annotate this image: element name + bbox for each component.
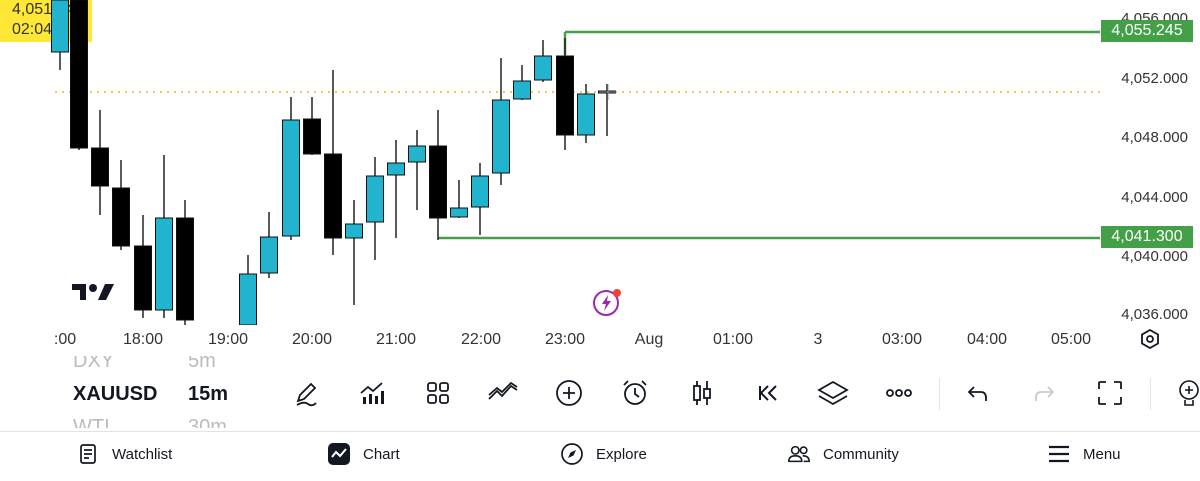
bullish-candle bbox=[345, 223, 363, 239]
bearish-candle bbox=[176, 217, 194, 321]
time-tick-label: 20:00 bbox=[291, 331, 333, 348]
nav-menu[interactable]: Menu bbox=[1047, 442, 1121, 466]
ideas-bulb-icon[interactable] bbox=[1170, 376, 1200, 410]
replay-icon[interactable] bbox=[751, 376, 785, 410]
time-tick-label: 04:00 bbox=[966, 331, 1008, 348]
toolbar-divider bbox=[1150, 378, 1151, 410]
symbol-name: XAUUSD bbox=[73, 383, 158, 405]
bullish-candle bbox=[239, 273, 257, 325]
symbol-interval: 5m bbox=[188, 356, 216, 372]
price-tick-label: 4,036.000 bbox=[1121, 306, 1188, 323]
chart-settings-icon[interactable] bbox=[1138, 327, 1162, 351]
bullish-candle bbox=[387, 162, 405, 176]
toolbar-divider bbox=[939, 378, 940, 410]
time-tick-label: :00 bbox=[53, 331, 77, 348]
symbol-interval: 15m bbox=[188, 383, 229, 405]
symbol-row-active[interactable]: XAUUSD 15m bbox=[73, 383, 273, 406]
compass-icon bbox=[560, 442, 584, 466]
symbol-name: DXY bbox=[73, 356, 115, 372]
high-level-tag: 4,055.245 bbox=[1101, 20, 1193, 42]
watchlist-icon bbox=[76, 442, 100, 466]
bearish-candle bbox=[70, 0, 88, 149]
bullish-candle bbox=[577, 93, 595, 136]
alarm-clock-icon[interactable] bbox=[618, 376, 652, 410]
chart-icon bbox=[327, 442, 351, 466]
more-icon[interactable] bbox=[882, 376, 916, 410]
redo-icon[interactable] bbox=[1027, 376, 1061, 410]
bullish-candle bbox=[450, 207, 468, 218]
undo-icon[interactable] bbox=[961, 376, 995, 410]
bullish-candle bbox=[513, 80, 531, 100]
bullish-candle bbox=[51, 0, 69, 53]
time-tick-label: Aug bbox=[634, 331, 664, 348]
bottom-navigation: Watchlist Chart Explore Community Menu bbox=[0, 431, 1200, 481]
price-chart[interactable] bbox=[0, 0, 1200, 325]
bullish-candle bbox=[408, 145, 426, 163]
bearish-candle bbox=[134, 245, 152, 311]
time-tick-label: 3 bbox=[813, 331, 823, 348]
bearish-candle bbox=[303, 118, 321, 155]
bullish-candle bbox=[260, 236, 278, 274]
add-circle-icon[interactable] bbox=[552, 376, 586, 410]
bearish-candle bbox=[429, 145, 447, 219]
nav-chart-label: Chart bbox=[363, 445, 400, 463]
price-tick-label: 4,048.000 bbox=[1121, 129, 1188, 146]
bullish-candle bbox=[366, 175, 384, 223]
bullish-candle bbox=[492, 99, 510, 174]
time-tick-label: 18:00 bbox=[122, 331, 164, 348]
layouts-grid-icon[interactable] bbox=[421, 376, 455, 410]
bullish-candle bbox=[155, 217, 173, 311]
time-tick-label: 21:00 bbox=[375, 331, 417, 348]
nav-community-label: Community bbox=[823, 445, 899, 463]
bearish-candle bbox=[556, 55, 574, 136]
lightning-alert-icon[interactable] bbox=[592, 287, 622, 317]
bearish-candle bbox=[112, 187, 130, 247]
candle-style-icon[interactable] bbox=[685, 376, 719, 410]
nav-explore[interactable]: Explore bbox=[560, 442, 647, 466]
draw-pen-icon[interactable] bbox=[289, 376, 323, 410]
nav-watchlist[interactable]: Watchlist bbox=[76, 442, 172, 466]
fullscreen-icon[interactable] bbox=[1093, 376, 1127, 410]
time-tick-label: 19:00 bbox=[207, 331, 249, 348]
nav-explore-label: Explore bbox=[596, 445, 647, 463]
nav-watchlist-label: Watchlist bbox=[112, 445, 173, 463]
hamburger-menu-icon bbox=[1047, 442, 1071, 466]
price-tick-label: 4,040.000 bbox=[1121, 248, 1188, 265]
community-icon bbox=[787, 442, 811, 466]
bullish-candle bbox=[282, 119, 300, 237]
symbol-name: WTI bbox=[73, 416, 110, 428]
time-tick-label: 03:00 bbox=[881, 331, 923, 348]
nav-menu-label: Menu bbox=[1083, 445, 1121, 463]
bearish-candle bbox=[91, 147, 109, 187]
symbol-picker[interactable]: DXY 5m XAUUSD 15m WTI 30m bbox=[55, 356, 275, 428]
bar-countdown: 02:04 bbox=[12, 21, 53, 38]
layers-icon[interactable] bbox=[816, 376, 850, 410]
compare-icon[interactable] bbox=[486, 376, 520, 410]
bearish-candle bbox=[324, 153, 342, 239]
time-tick-label: 23:00 bbox=[544, 331, 586, 348]
symbol-interval: 30m bbox=[188, 416, 227, 428]
nav-community[interactable]: Community bbox=[787, 442, 899, 466]
bullish-candle bbox=[534, 55, 552, 81]
low-level-tag: 4,041.300 bbox=[1101, 226, 1193, 248]
tradingview-logo-icon bbox=[72, 284, 114, 300]
symbol-row-prev[interactable]: DXY 5m bbox=[73, 356, 273, 373]
time-tick-label: 01:00 bbox=[712, 331, 754, 348]
price-tick-label: 4,044.000 bbox=[1121, 189, 1188, 206]
chart-area[interactable]: 4,056.000 4,052.000 4,048.000 4,044.000 … bbox=[0, 0, 1200, 325]
symbol-row-next[interactable]: WTI 30m bbox=[73, 416, 273, 428]
nav-chart[interactable]: Chart bbox=[327, 442, 400, 466]
time-tick-label: 05:00 bbox=[1050, 331, 1092, 348]
time-tick-label: 22:00 bbox=[460, 331, 502, 348]
bullish-candle bbox=[471, 175, 489, 208]
indicators-icon[interactable] bbox=[355, 376, 389, 410]
price-tick-label: 4,052.000 bbox=[1121, 70, 1188, 87]
